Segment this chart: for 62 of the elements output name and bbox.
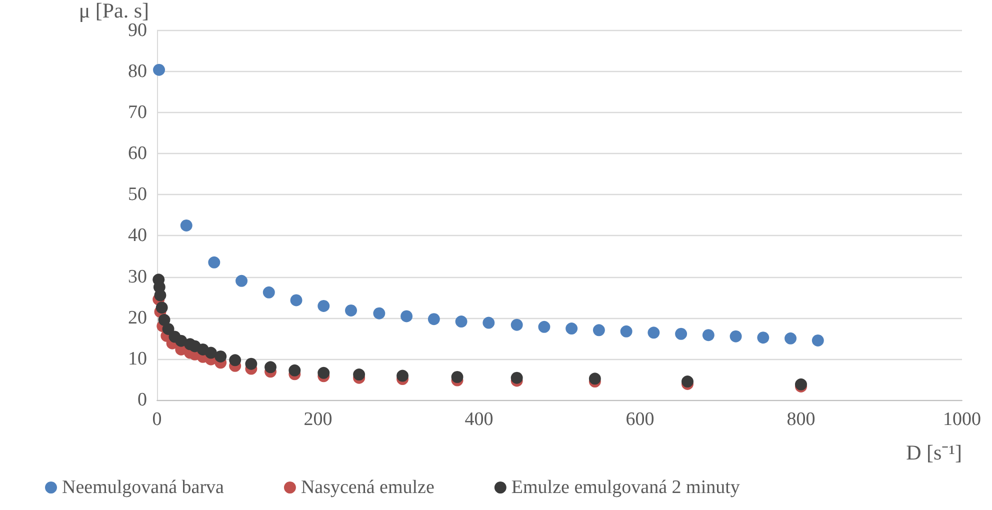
point xyxy=(154,289,166,302)
point xyxy=(812,334,824,346)
x-axis-title: D [s⁻¹] xyxy=(906,440,962,464)
point xyxy=(675,328,688,340)
point xyxy=(784,332,797,344)
point xyxy=(730,330,742,342)
y-tick-label: 50 xyxy=(128,184,147,206)
y-tick-label: 70 xyxy=(128,102,147,124)
point xyxy=(153,64,166,76)
point xyxy=(396,370,409,382)
point xyxy=(290,294,302,306)
point xyxy=(262,286,275,298)
x-tick-label: 1000 xyxy=(943,409,981,430)
legend-label: Neemulgovaná barva xyxy=(62,477,225,498)
point xyxy=(451,371,464,383)
y-tick-label: 20 xyxy=(128,307,147,328)
point xyxy=(353,368,366,381)
y-axis-title: μ [Pa. s] xyxy=(78,0,149,22)
point xyxy=(510,318,523,331)
x-tick-label: 800 xyxy=(786,409,816,430)
point xyxy=(229,354,242,366)
point xyxy=(538,320,550,333)
point xyxy=(757,332,770,344)
y-tick-label: 0 xyxy=(138,390,147,410)
point xyxy=(345,304,358,316)
point xyxy=(588,372,601,385)
point xyxy=(288,364,301,376)
y-tick-label: 40 xyxy=(128,225,147,246)
point xyxy=(204,346,217,359)
point xyxy=(214,350,227,362)
point xyxy=(620,325,632,338)
point xyxy=(702,329,714,342)
y-tick-label: 10 xyxy=(128,348,147,370)
legend-label: Emulze emulgovaná 2 minuty xyxy=(511,477,740,498)
point xyxy=(236,274,248,287)
point xyxy=(162,322,174,335)
y-tick-label: 30 xyxy=(128,266,147,288)
y-tick-label: 80 xyxy=(128,60,147,82)
y-tick-label: 90 xyxy=(128,20,147,41)
point xyxy=(566,322,578,335)
point xyxy=(245,358,258,370)
x-tick-label: 200 xyxy=(304,409,332,430)
x-tick-label: 0 xyxy=(152,409,162,430)
point xyxy=(318,300,330,312)
point xyxy=(510,372,523,384)
point xyxy=(208,256,220,268)
point xyxy=(156,302,168,314)
point xyxy=(648,326,660,339)
legend-label: Nasycená emulze xyxy=(300,477,434,498)
point xyxy=(592,324,605,336)
x-tick-label: 600 xyxy=(626,409,654,430)
point xyxy=(482,316,495,329)
point xyxy=(455,316,468,328)
point xyxy=(400,310,413,322)
point xyxy=(264,361,277,374)
x-tick-label: 400 xyxy=(464,409,494,430)
point xyxy=(373,307,386,320)
point xyxy=(318,366,330,379)
y-tick-label: 60 xyxy=(128,143,147,164)
point xyxy=(428,313,440,326)
point xyxy=(158,314,170,326)
point xyxy=(180,219,192,232)
